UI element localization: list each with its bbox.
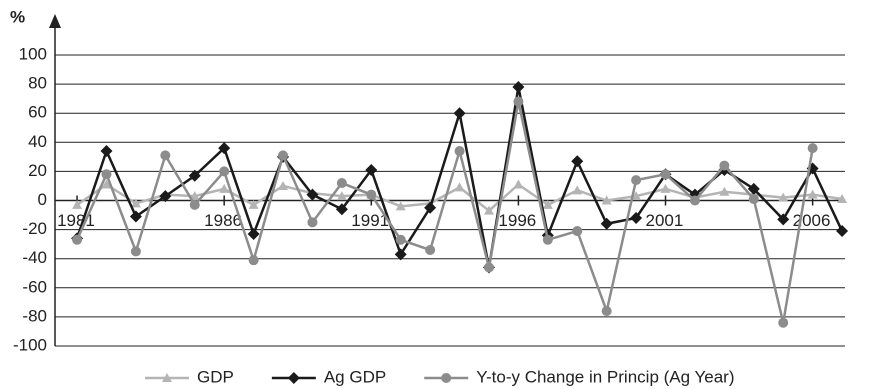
marker (454, 182, 465, 192)
marker (365, 163, 378, 176)
marker (453, 107, 466, 120)
marker (837, 194, 848, 204)
marker (483, 205, 494, 215)
marker (101, 179, 112, 189)
marker (542, 199, 553, 209)
y-tick-label: 100 (19, 44, 47, 63)
marker (689, 195, 700, 206)
y-tick-label: -20 (22, 219, 47, 238)
marker (219, 183, 230, 193)
y-tick-label: -100 (13, 335, 47, 354)
marker (218, 142, 231, 155)
y-axis-arrow (49, 14, 61, 28)
marker (336, 178, 347, 189)
marker (307, 217, 318, 228)
x-tick-label: 1991 (351, 211, 389, 230)
marker (660, 169, 671, 180)
marker (278, 150, 289, 161)
marker (72, 234, 83, 245)
marker (366, 189, 377, 200)
legend-label: Ag GDP (324, 367, 386, 386)
marker (336, 191, 347, 201)
y-tick-label: 80 (28, 74, 47, 93)
marker (159, 190, 172, 203)
marker (101, 169, 112, 180)
marker (189, 191, 200, 201)
marker (248, 255, 259, 266)
marker (425, 244, 436, 255)
marker (100, 145, 113, 158)
x-tick-label: 1986 (204, 211, 242, 230)
marker (130, 198, 141, 208)
marker (424, 201, 437, 214)
marker (395, 234, 406, 245)
legend-label: Y-to-y Change in Princip (Ag Year) (476, 367, 734, 386)
marker (160, 150, 171, 161)
marker (441, 373, 452, 383)
marker (395, 201, 406, 211)
marker (601, 195, 612, 205)
y-tick-label: 0 (38, 190, 47, 209)
y-axis-label: % (10, 7, 25, 26)
marker (335, 203, 348, 216)
marker (306, 188, 319, 201)
marker (719, 160, 730, 171)
marker (630, 211, 643, 224)
y-tick-label: -40 (22, 248, 47, 267)
marker (631, 191, 642, 201)
marker (162, 373, 172, 382)
marker (807, 189, 818, 199)
marker (778, 317, 789, 328)
y-tick-label: 60 (28, 103, 47, 122)
marker (512, 81, 525, 94)
marker (189, 199, 200, 210)
marker (601, 306, 612, 317)
marker (807, 143, 818, 154)
series-line (75, 101, 814, 324)
marker (248, 199, 259, 209)
legend: GDP Ag GDP Y-to-y Change in Princip (Ag Ye… (145, 367, 735, 386)
marker (572, 226, 583, 237)
marker (188, 169, 201, 182)
marker (129, 210, 142, 223)
marker (631, 175, 642, 186)
marker (777, 213, 790, 226)
legend-label: GDP (197, 367, 234, 386)
marker (600, 217, 613, 230)
marker (287, 372, 300, 384)
y-tick-label: -60 (22, 277, 47, 296)
marker (747, 182, 760, 195)
x-tick-label: 2001 (646, 211, 684, 230)
marker (571, 155, 584, 168)
marker (394, 248, 407, 261)
marker (836, 225, 849, 238)
marker (247, 227, 260, 240)
marker (454, 146, 465, 157)
marker (748, 194, 759, 205)
marker (219, 166, 230, 177)
marker (513, 96, 524, 107)
marker (719, 186, 730, 196)
y-tick-label: 20 (28, 161, 47, 180)
marker (778, 192, 789, 202)
x-tick-label: 1996 (498, 211, 536, 230)
y-tick-label: -80 (22, 306, 47, 325)
y-tick-label: 40 (28, 132, 47, 151)
marker (278, 180, 289, 190)
marker (72, 199, 83, 209)
marker (130, 246, 141, 257)
marker (542, 234, 553, 245)
marker (660, 183, 671, 193)
marker (572, 185, 583, 195)
marker (513, 179, 524, 189)
marker (483, 262, 494, 273)
